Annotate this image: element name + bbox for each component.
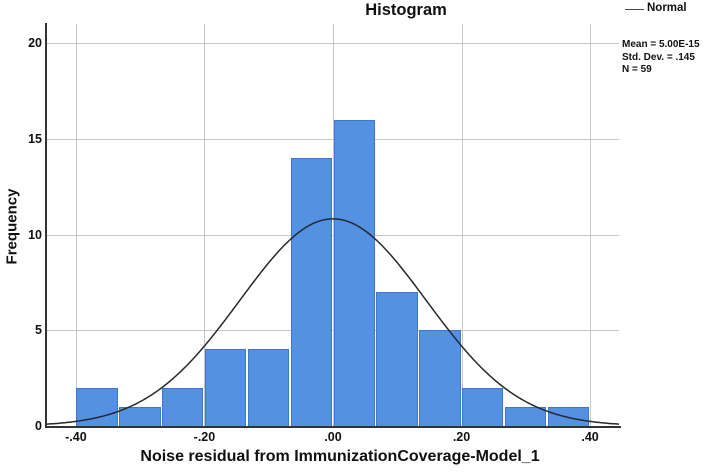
y-axis-line bbox=[45, 23, 47, 427]
x-tick-label: .00 bbox=[324, 430, 342, 444]
histogram-bar bbox=[204, 349, 247, 426]
histogram-bar bbox=[290, 158, 332, 426]
stats-box: Mean = 5.00E-15 Std. Dev. = .145 N = 59 bbox=[622, 39, 700, 77]
legend-label: Normal bbox=[647, 2, 687, 14]
stat-mean: Mean = 5.00E-15 bbox=[622, 39, 700, 50]
y-tick-label: 5 bbox=[35, 323, 42, 338]
histogram-bar bbox=[119, 406, 161, 426]
x-tick-label: -.20 bbox=[193, 430, 216, 444]
y-axis-title: Frequency bbox=[3, 188, 21, 265]
x-tick-label: .40 bbox=[581, 430, 599, 444]
histogram-bar bbox=[419, 330, 461, 426]
x-tick-label: .20 bbox=[452, 430, 471, 444]
chart-title: Histogram bbox=[365, 1, 447, 19]
histogram-bar bbox=[247, 349, 290, 426]
v-gridline bbox=[204, 24, 206, 426]
stat-n: N = 59 bbox=[622, 64, 652, 75]
y-tick-label: 15 bbox=[28, 131, 42, 146]
v-gridline bbox=[461, 24, 463, 426]
plot-area bbox=[45, 23, 621, 428]
v-gridline bbox=[75, 24, 77, 426]
y-tick-label: 20 bbox=[28, 36, 42, 51]
histogram-bar bbox=[162, 387, 204, 426]
x-axis-line bbox=[45, 426, 621, 428]
histogram-bar bbox=[504, 406, 547, 426]
normal-curve bbox=[46, 218, 620, 425]
histogram-bar bbox=[333, 119, 375, 426]
y-tick-label: 10 bbox=[28, 227, 42, 242]
stat-std-dev: Std. Dev. = .145 bbox=[622, 51, 695, 63]
histogram-bar bbox=[547, 406, 590, 426]
normal-curve-legend-line-icon bbox=[625, 9, 644, 10]
histogram-bar bbox=[462, 387, 504, 426]
x-axis-title: Noise residual from ImmunizationCoverage… bbox=[140, 448, 540, 465]
x-tick-label: -.40 bbox=[65, 430, 87, 444]
y-tick-label: 0 bbox=[35, 419, 42, 433]
v-gridline bbox=[590, 24, 592, 426]
histogram-bar bbox=[376, 292, 418, 426]
